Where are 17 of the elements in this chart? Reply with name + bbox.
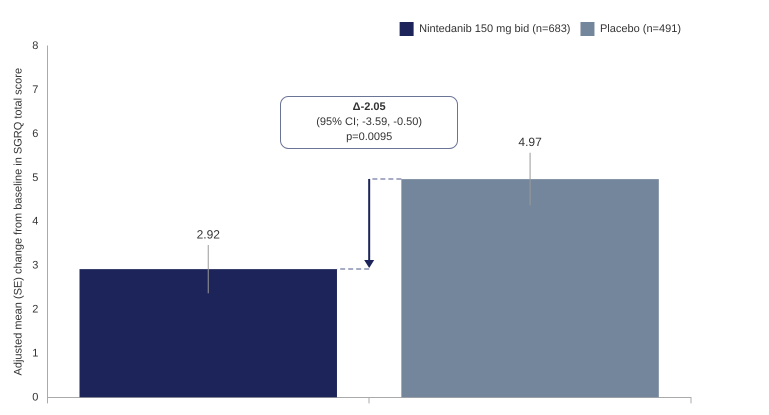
y-tick-label: 4 bbox=[32, 216, 38, 228]
y-tick-label: 7 bbox=[32, 84, 38, 96]
y-tick-label: 5 bbox=[32, 172, 38, 184]
legend-label: Placebo (n=491) bbox=[600, 23, 682, 36]
y-tick-label: 6 bbox=[32, 128, 38, 140]
data-label: 4.97 bbox=[518, 135, 542, 150]
y-tick-label: 3 bbox=[32, 260, 38, 272]
y-tick-label: 0 bbox=[32, 391, 38, 404]
y-tick-label: 2 bbox=[32, 304, 38, 316]
annotation: Δ-2.05 bbox=[352, 100, 387, 116]
y-tick-label: 8 bbox=[32, 40, 38, 52]
data-label: 2.92 bbox=[196, 227, 220, 242]
y-axis-title: Adjusted mean (SE) change from baseline in SGRQ total score bbox=[12, 68, 25, 376]
legend-label: Nintedanib 150 mg bid (n=683) bbox=[419, 23, 570, 36]
annotation: p=0.0095 bbox=[345, 130, 394, 146]
annotation: (95% CI; -3.59, -0.50) bbox=[315, 115, 424, 130]
y-tick-label: 1 bbox=[32, 348, 38, 360]
